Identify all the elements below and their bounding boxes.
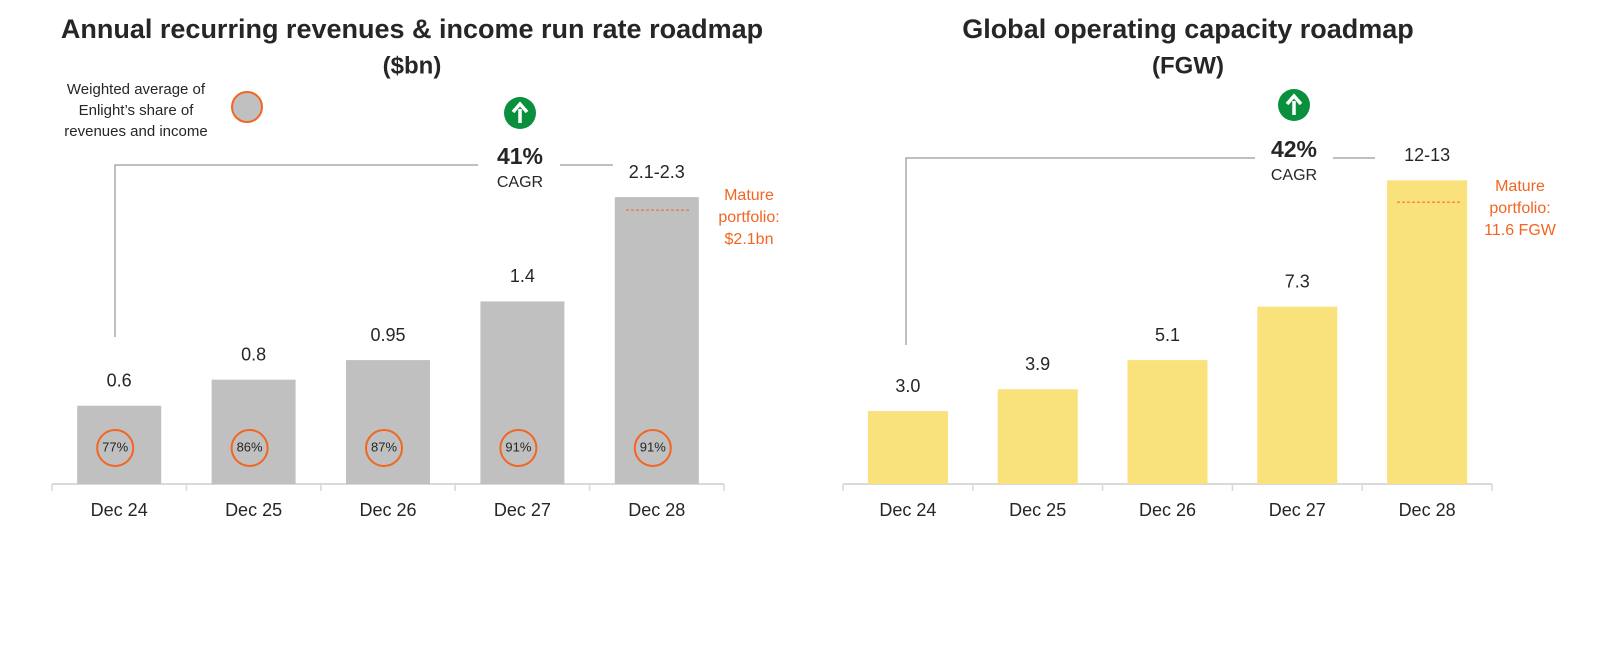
bar: [997, 389, 1078, 484]
bar: [614, 197, 699, 485]
mature-annotation: Mature: [724, 187, 774, 204]
growth-arrow: [1285, 93, 1303, 115]
growth-arrow: [511, 101, 529, 123]
share-label: 91%: [640, 439, 666, 454]
value-label: 7.3: [1285, 271, 1310, 291]
bar: [346, 360, 430, 484]
chart-subtitle: (FGW): [1152, 52, 1224, 79]
bar: [480, 301, 565, 484]
value-label: 0.8: [241, 344, 266, 364]
mature-annotation: 11.6 FGW: [1484, 222, 1557, 239]
bar: [211, 379, 296, 484]
cagr-label: CAGR: [1271, 167, 1317, 184]
share-label: 91%: [505, 439, 531, 454]
value-label: 2.1-2.3: [629, 162, 685, 182]
x-tick-label: Dec 26: [1139, 500, 1196, 520]
value-label: 1.4: [510, 266, 535, 286]
x-tick-label: Dec 28: [1399, 500, 1456, 520]
legend-text: Enlight’s share of: [79, 102, 195, 119]
legend-marker: [231, 91, 263, 123]
share-marker: [230, 429, 269, 467]
cagr-label: CAGR: [497, 174, 543, 191]
value-label: 3.9: [1025, 354, 1050, 374]
share-marker: [365, 429, 403, 467]
bar: [1257, 306, 1338, 484]
cagr-value: 41%: [497, 143, 543, 169]
x-tick-label: Dec 24: [91, 500, 148, 520]
share-label: 86%: [237, 439, 263, 454]
bar: [1127, 360, 1208, 484]
x-tick-label: Dec 25: [1009, 500, 1066, 520]
chart-title: Annual recurring revenues & income run r…: [61, 14, 763, 44]
x-tick-label: Dec 25: [225, 500, 282, 520]
bar: [77, 405, 162, 484]
cagr-value: 42%: [1271, 136, 1317, 162]
bar: [1387, 180, 1468, 484]
value-label: 3.0: [895, 376, 920, 396]
value-label: 5.1: [1155, 325, 1180, 345]
x-tick-label: Dec 28: [628, 500, 685, 520]
cagr-bracket: [114, 164, 613, 337]
x-tick-label: Dec 27: [1269, 500, 1326, 520]
share-marker: [96, 429, 135, 467]
share-label: 77%: [102, 439, 128, 454]
value-label: 0.95: [370, 325, 405, 345]
chart-title: Global operating capacity roadmap: [962, 14, 1414, 44]
mature-annotation: portfolio:: [718, 209, 779, 226]
legend-text: revenues and income: [64, 123, 207, 140]
mature-annotation: $2.1bn: [725, 231, 774, 248]
x-tick-label: Dec 27: [494, 500, 551, 520]
value-label: 12-13: [1404, 145, 1450, 165]
x-tick-label: Dec 26: [359, 500, 416, 520]
share-marker: [633, 429, 672, 467]
value-label: 0.6: [107, 371, 132, 391]
share-marker: [499, 429, 538, 467]
cagr-bracket: [905, 157, 1375, 345]
share-label: 87%: [371, 439, 397, 454]
mature-annotation: Mature: [1495, 178, 1545, 195]
chart-subtitle: ($bn): [383, 52, 442, 79]
legend-text: Weighted average of: [67, 81, 206, 98]
bar: [867, 411, 948, 484]
x-tick-label: Dec 24: [879, 500, 936, 520]
mature-annotation: portfolio:: [1489, 200, 1550, 217]
